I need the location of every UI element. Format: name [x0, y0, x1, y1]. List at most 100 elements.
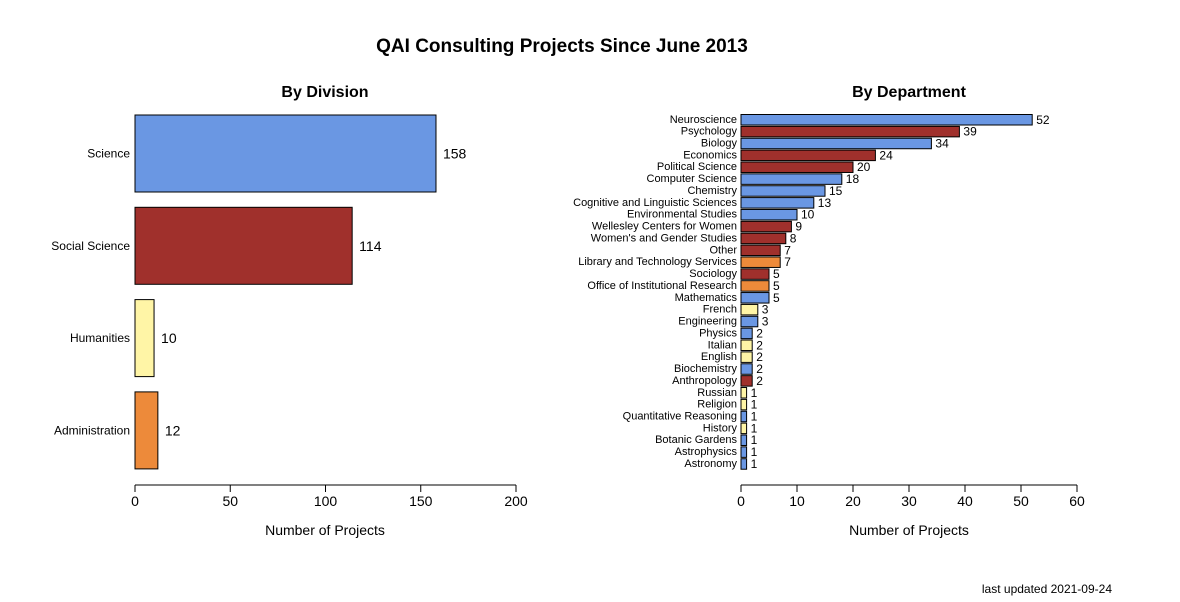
bar-biochemistry — [740, 363, 753, 375]
category-label-astronomy: Astronomy — [684, 458, 737, 470]
category-label-biology: Biology — [701, 137, 738, 149]
value-label-french: 3 — [762, 303, 769, 317]
x-axis-title-department: Number of Projects — [849, 522, 969, 538]
category-label-botanic-gardens: Botanic Gardens — [655, 434, 737, 446]
bar-other — [740, 244, 781, 257]
category-label-religion: Religion — [697, 399, 737, 411]
value-label-anthropology: 2 — [756, 374, 763, 388]
category-label-cognitive-and-linguistic-sciences: Cognitive and Linguistic Sciences — [573, 197, 737, 209]
bar-environmental-studies — [740, 208, 798, 221]
category-label-administration: Administration — [54, 423, 130, 437]
bar-economics — [740, 149, 876, 162]
bar-science — [134, 114, 437, 193]
bar-administration — [134, 391, 159, 470]
bar-computer-science — [740, 173, 843, 185]
value-label-engineering: 3 — [762, 315, 769, 329]
bar-italian — [740, 339, 753, 352]
value-label-wellesley-centers-for-women: 9 — [795, 220, 802, 234]
value-label-psychology: 39 — [963, 125, 977, 139]
bar-sociology — [740, 268, 770, 280]
bar-russian — [740, 387, 748, 399]
bar-french — [740, 303, 759, 316]
bar-quantitative-reasoning — [740, 410, 748, 423]
category-label-mathematics: Mathematics — [675, 292, 738, 304]
value-label-astronomy: 1 — [751, 457, 758, 471]
value-label-italian: 2 — [756, 338, 763, 352]
bar-astrophysics — [740, 446, 748, 458]
category-label-women-s-and-gender-studies: Women's and Gender Studies — [591, 232, 738, 244]
category-label-science: Science — [87, 147, 130, 161]
value-label-women-s-and-gender-studies: 8 — [790, 231, 797, 245]
category-label-french: French — [703, 304, 737, 316]
panel-by-department: By Department Number of Projects Neurosc… — [573, 84, 1085, 538]
x-tick-label-division-50: 50 — [222, 493, 238, 509]
category-label-neuroscience: Neuroscience — [670, 114, 737, 126]
value-label-neuroscience: 52 — [1036, 113, 1050, 127]
value-label-mathematics: 5 — [773, 291, 780, 305]
value-label-sociology: 5 — [773, 267, 780, 281]
value-label-computer-science: 18 — [846, 172, 860, 186]
category-label-physics: Physics — [699, 327, 737, 339]
value-label-office-of-institutional-research: 5 — [773, 279, 780, 293]
bar-botanic-gardens — [740, 434, 748, 446]
bar-wellesley-centers-for-women — [740, 220, 792, 233]
x-tick-label-division-100: 100 — [314, 493, 338, 509]
bar-neuroscience — [740, 114, 1033, 126]
value-label-religion: 1 — [751, 398, 758, 412]
category-label-office-of-institutional-research: Office of Institutional Research — [587, 280, 737, 292]
bar-anthropology — [740, 375, 753, 387]
value-label-chemistry: 15 — [829, 184, 843, 198]
bar-english — [740, 351, 753, 363]
panel-title-department: By Department — [852, 84, 966, 101]
category-label-history: History — [703, 422, 738, 434]
bar-humanities — [134, 299, 155, 378]
bar-women-s-and-gender-studies — [740, 232, 787, 245]
bar-political-science — [740, 161, 854, 173]
bar-biology — [740, 137, 932, 150]
category-label-engineering: Engineering — [678, 316, 737, 328]
bar-astronomy — [740, 458, 748, 470]
bar-engineering — [740, 315, 759, 328]
bar-library-and-technology-services — [740, 256, 781, 268]
value-label-other: 7 — [784, 243, 791, 257]
category-label-anthropology: Anthropology — [672, 375, 737, 387]
value-label-biology: 34 — [935, 136, 949, 150]
x-tick-label-division-200: 200 — [504, 493, 528, 509]
x-tick-label-department-20: 20 — [845, 493, 861, 509]
bar-psychology — [740, 125, 960, 138]
value-label-economics: 24 — [879, 148, 893, 162]
bar-history — [740, 422, 748, 435]
panel-by-division: By Division Number of Projects Science 15… — [51, 84, 528, 538]
x-tick-label-department-50: 50 — [1013, 493, 1029, 509]
category-label-environmental-studies: Environmental Studies — [627, 209, 738, 221]
chart-title: QAI Consulting Projects Since June 2013 — [376, 36, 748, 57]
value-label-administration: 12 — [165, 422, 181, 438]
x-tick-label-division-150: 150 — [409, 493, 433, 509]
category-label-political-science: Political Science — [657, 161, 737, 173]
category-label-english: English — [701, 351, 737, 363]
value-label-environmental-studies: 10 — [801, 208, 815, 222]
value-label-political-science: 20 — [857, 160, 871, 174]
x-axis-title-division: Number of Projects — [265, 522, 385, 538]
x-tick-label-department-10: 10 — [789, 493, 805, 509]
value-label-physics: 2 — [756, 326, 763, 340]
value-label-science: 158 — [443, 146, 467, 162]
value-label-cognitive-and-linguistic-sciences: 13 — [818, 196, 832, 210]
value-label-humanities: 10 — [161, 330, 177, 346]
x-tick-label-department-30: 30 — [901, 493, 917, 509]
bar-chemistry — [740, 185, 826, 197]
x-tick-label-department-0: 0 — [737, 493, 745, 509]
bar-religion — [740, 398, 748, 411]
value-label-social-science: 114 — [359, 238, 382, 254]
category-label-psychology: Psychology — [681, 126, 738, 138]
value-label-history: 1 — [751, 421, 758, 435]
bar-office-of-institutional-research — [740, 280, 770, 292]
bar-physics — [740, 327, 753, 340]
category-label-humanities: Humanities — [70, 331, 130, 345]
category-label-astrophysics: Astrophysics — [675, 446, 738, 458]
category-label-quantitative-reasoning: Quantitative Reasoning — [623, 411, 737, 423]
bar-mathematics — [740, 292, 770, 304]
panel-title-division: By Division — [281, 84, 368, 101]
category-label-italian: Italian — [708, 339, 737, 351]
category-label-russian: Russian — [697, 387, 737, 399]
